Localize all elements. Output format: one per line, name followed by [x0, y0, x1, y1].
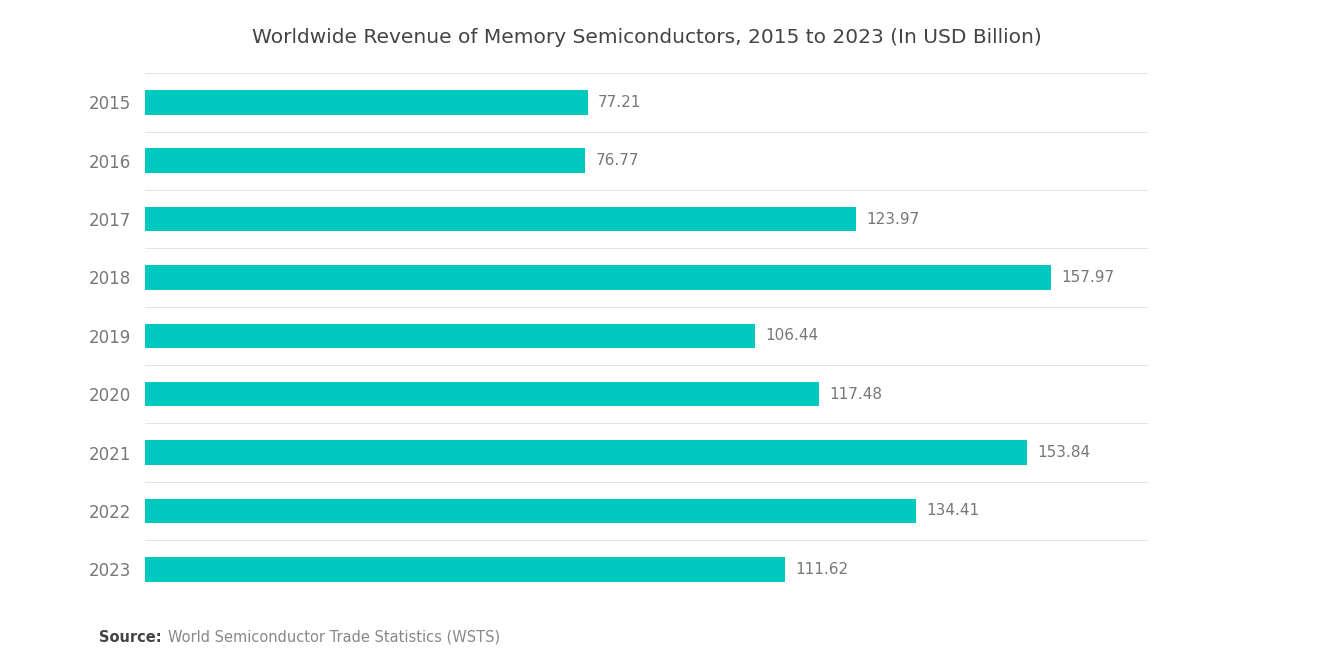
Text: 134.41: 134.41 — [927, 503, 979, 519]
Text: Source:: Source: — [99, 630, 161, 645]
Text: 77.21: 77.21 — [598, 95, 642, 110]
Text: 106.44: 106.44 — [766, 329, 818, 343]
Text: 117.48: 117.48 — [829, 386, 882, 402]
Text: 123.97: 123.97 — [866, 211, 920, 227]
Bar — [145, 440, 1027, 465]
Bar — [145, 382, 818, 406]
Title: Worldwide Revenue of Memory Semiconductors, 2015 to 2023 (In USD Billion): Worldwide Revenue of Memory Semiconducto… — [252, 27, 1041, 47]
Bar — [145, 148, 585, 173]
Text: 157.97: 157.97 — [1061, 270, 1114, 285]
Bar — [145, 90, 587, 114]
Bar — [145, 207, 855, 231]
Text: 153.84: 153.84 — [1038, 445, 1090, 460]
Bar — [145, 265, 1051, 290]
Text: 76.77: 76.77 — [595, 153, 639, 168]
Text: World Semiconductor Trade Statistics (WSTS): World Semiconductor Trade Statistics (WS… — [168, 630, 500, 645]
Bar — [145, 557, 785, 582]
Bar — [145, 324, 755, 348]
Bar — [145, 499, 916, 523]
Text: 111.62: 111.62 — [796, 562, 849, 577]
